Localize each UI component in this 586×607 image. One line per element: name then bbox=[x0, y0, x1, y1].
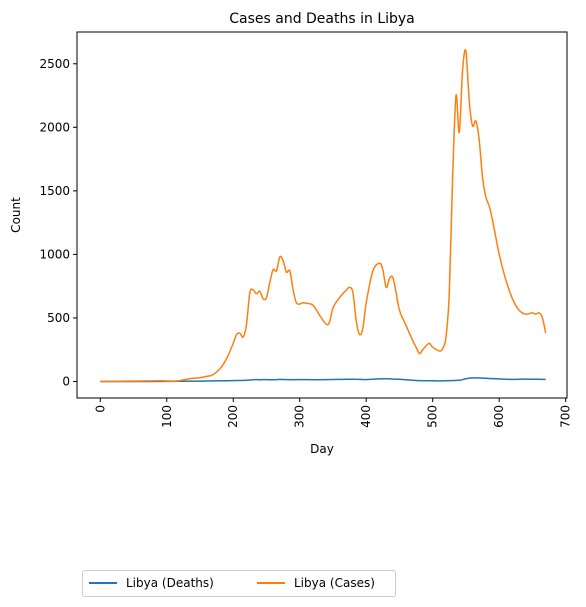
plot-frame bbox=[76, 31, 568, 399]
chart-title: Cases and Deaths in Libya bbox=[229, 11, 415, 27]
x-tick-label: 0 bbox=[93, 405, 107, 413]
y-tick-label: 500 bbox=[47, 311, 70, 325]
x-tick-label: 600 bbox=[492, 405, 506, 428]
x-tick-label: 100 bbox=[160, 405, 174, 428]
y-axis-label: Count bbox=[9, 197, 23, 233]
legend-item-cases: Libya (Cases) bbox=[257, 576, 375, 590]
series-line-1 bbox=[100, 49, 547, 383]
y-axis: 0 500 1000 1500 2000 2500 bbox=[39, 57, 77, 388]
y-tick-label: 2000 bbox=[39, 120, 70, 134]
y-tick-label: 0 bbox=[62, 374, 70, 388]
x-tick-label: 400 bbox=[359, 405, 373, 428]
x-tick-label: 300 bbox=[293, 405, 307, 428]
legend: Libya (Deaths) Libya (Cases) bbox=[82, 570, 396, 597]
series-layer bbox=[100, 49, 547, 383]
legend-swatch-deaths bbox=[89, 582, 117, 584]
series-line-0 bbox=[100, 377, 546, 383]
legend-label-deaths: Libya (Deaths) bbox=[126, 576, 214, 590]
y-tick-label: 2500 bbox=[39, 57, 70, 71]
y-tick-label: 1000 bbox=[39, 247, 70, 261]
legend-swatch-cases bbox=[257, 582, 285, 584]
x-tick-label: 700 bbox=[559, 405, 573, 428]
y-tick-label: 1500 bbox=[39, 184, 70, 198]
x-axis-label: Day bbox=[310, 442, 334, 456]
x-tick-label: 200 bbox=[226, 405, 240, 428]
legend-item-deaths: Libya (Deaths) bbox=[89, 576, 214, 590]
x-tick-label: 500 bbox=[426, 405, 440, 428]
legend-label-cases: Libya (Cases) bbox=[294, 576, 375, 590]
x-axis: 0 100 200 300 400 500 600 700 bbox=[93, 398, 573, 428]
